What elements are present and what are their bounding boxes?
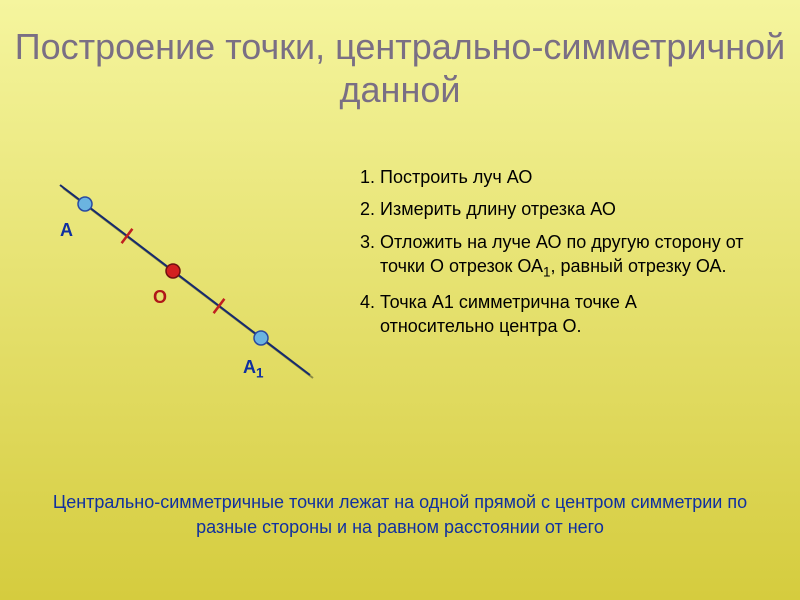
step-item: Отложить на луче АО по другую сторону от…	[380, 230, 745, 282]
point-O	[166, 264, 180, 278]
step-item: Измерить длину отрезка АО	[380, 197, 745, 221]
point-label: А	[60, 220, 73, 241]
slide-title: Построение точки, центрально-симметрично…	[0, 0, 800, 111]
construction-steps: Построить луч АО Измерить длину отрезка А…	[350, 165, 780, 405]
point-label: О	[153, 287, 167, 308]
symmetry-diagram: А О А1	[0, 165, 350, 405]
equal-tick	[214, 299, 225, 313]
step-item: Точка А1 симметрична точке А относительн…	[380, 290, 745, 339]
point-A	[78, 197, 92, 211]
footer-note: Центрально-симметричные точки лежат на о…	[50, 490, 750, 540]
equal-tick	[122, 229, 133, 243]
point-label: А1	[243, 357, 264, 381]
ray-line	[60, 185, 310, 375]
steps-list: Построить луч АО Измерить длину отрезка А…	[350, 165, 745, 338]
diagram-svg	[0, 165, 350, 405]
content-area: А О А1 Построить луч АО Измерить длину отре…	[0, 165, 800, 405]
slide: Построение точки, центрально-симметрично…	[0, 0, 800, 600]
step-item: Построить луч АО	[380, 165, 745, 189]
point-A1	[254, 331, 268, 345]
